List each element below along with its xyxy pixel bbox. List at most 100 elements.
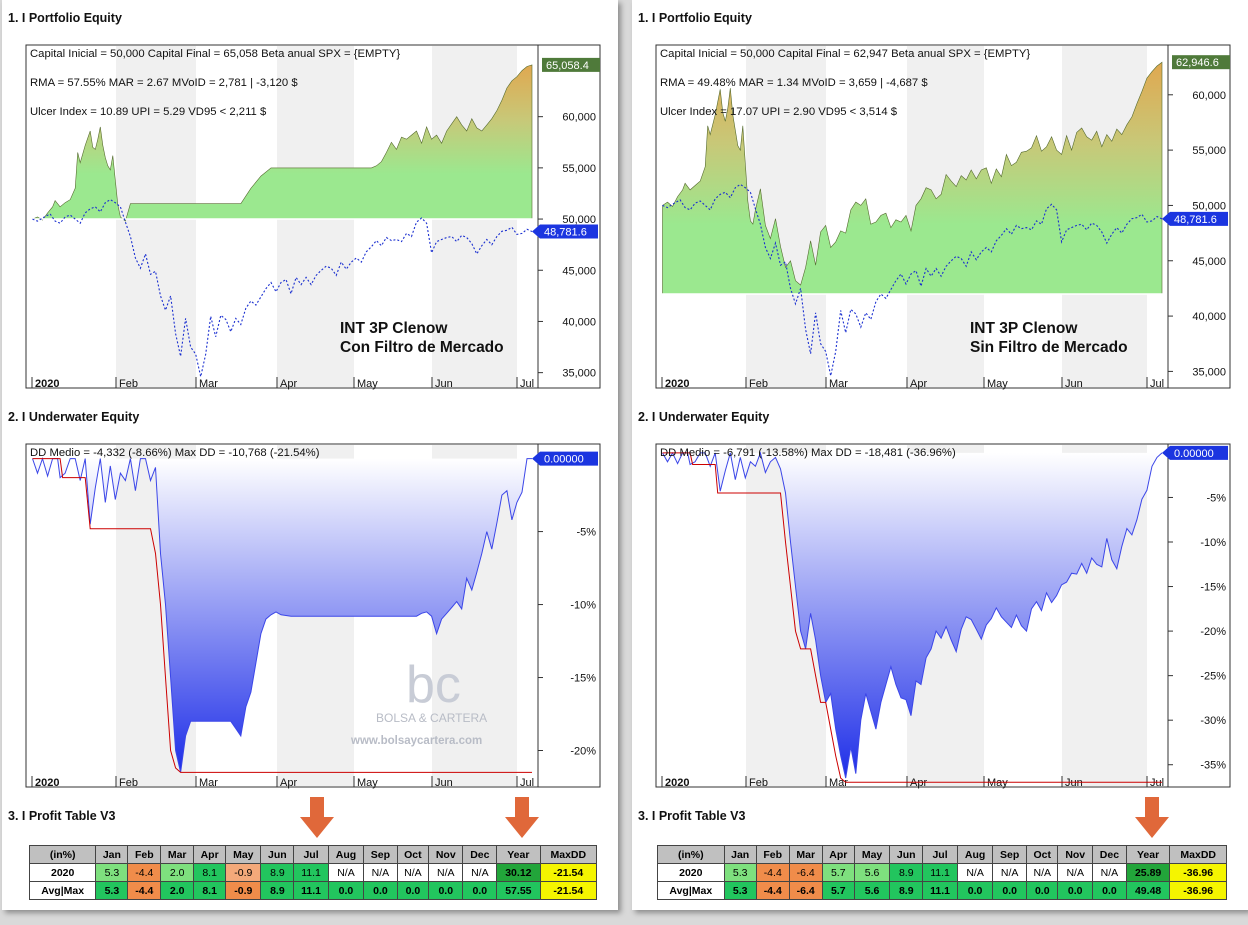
y-tick-label: -20% xyxy=(1200,626,1226,638)
x-tick-label: Jun xyxy=(435,378,453,390)
y-tick-label: -35% xyxy=(1200,760,1226,772)
column-header: Feb xyxy=(127,845,162,864)
row-label: Avg|Max xyxy=(28,881,97,900)
column-header: May xyxy=(853,845,891,864)
x-tick-label: Jul xyxy=(520,777,534,789)
underwater-chart: 2020 Feb Mar Apr May Jun Jul -5% -10% -15% -20% -25… xyxy=(655,443,1231,789)
underwater-section-title: 2. I Underwater Equity xyxy=(638,410,770,424)
table-row: Avg|Max 5.3 -4.4 2.0 8.1 -0.9 8.9 11.1 0.0 0.0 0.0… xyxy=(28,881,598,900)
table-cell: N/A xyxy=(327,863,365,882)
profit-table-title: 3. I Profit Table V3 xyxy=(8,809,116,823)
column-header: Jan xyxy=(95,845,129,864)
column-header: Year xyxy=(1125,845,1171,864)
table-cell: 5.7 xyxy=(821,881,855,900)
jul-arrow-icon xyxy=(300,797,334,838)
column-header: MaxDD xyxy=(539,845,598,864)
watermark-logo: bc xyxy=(406,656,461,714)
y-tick-label: -10% xyxy=(570,600,596,612)
x-tick-label: Jun xyxy=(435,777,453,789)
table-cell: 8.9 xyxy=(260,863,295,882)
report-panel-right: 1. I Portfolio Equity 2020 Feb Mar Apr May Ju… xyxy=(632,0,1248,910)
stat-line: Ulcer Index = 17.07 UPI = 2.90 VD95 < 3,… xyxy=(660,106,898,118)
x-tick-label: Jun xyxy=(1065,378,1083,390)
benchmark-line xyxy=(32,198,533,377)
profit-table-title: 3. I Profit Table V3 xyxy=(638,809,746,823)
table-cell: 11.1 xyxy=(293,881,329,900)
table-cell: -0.9 xyxy=(225,881,262,900)
y-tick-label: -5% xyxy=(576,527,596,539)
table-cell: 0.0 xyxy=(428,881,464,900)
table-cell: -4.4 xyxy=(127,881,162,900)
equity-section-title: 1. I Portfolio Equity xyxy=(8,11,122,25)
table-cell: -6.4 xyxy=(788,863,823,882)
y-tick-label: -30% xyxy=(1200,715,1226,727)
stat-line: Capital Inicial = 50,000 Capital Final =… xyxy=(660,48,1030,60)
drawdown-line xyxy=(32,456,532,773)
table-cell: 0.0 xyxy=(327,881,365,900)
table-cell: -36.96 xyxy=(1169,863,1227,882)
x-tick-label: Apr xyxy=(280,378,297,390)
table-cell: N/A xyxy=(956,863,994,882)
column-header: Jul xyxy=(922,845,958,864)
table-cell: 8.1 xyxy=(193,881,227,900)
table-cell: 0.0 xyxy=(363,881,398,900)
benchmark-label-text: 48,781.6 xyxy=(544,227,587,239)
profit-table: (in%) Jan Feb Mar Apr May Jun Jul Aug Sep Oct Nov De… xyxy=(657,845,1227,900)
y-tick-label: 40,000 xyxy=(562,316,596,328)
column-header: Aug xyxy=(956,845,994,864)
x-tick-label: Apr xyxy=(910,777,927,789)
row-label: 2020 xyxy=(657,863,725,882)
column-header: Sep xyxy=(363,845,398,864)
watermark-url: www.bolsaycartera.com xyxy=(350,735,482,747)
table-cell: 0.0 xyxy=(956,881,994,900)
y-tick-label: 55,000 xyxy=(1192,145,1226,157)
y-tick-label: -15% xyxy=(570,673,596,685)
y-axis-box xyxy=(1167,443,1231,788)
final-equity-label xyxy=(1172,55,1230,70)
table-row: 2020 5.3 -4.4 2.0 8.1 -0.9 8.9 11.1 N/A N/A N/A N/A… xyxy=(28,863,598,882)
drawdown-area xyxy=(32,458,532,773)
table-cell: 0.0 xyxy=(1057,881,1094,900)
column-header: Oct xyxy=(396,845,430,864)
table-cell: 0.0 xyxy=(396,881,430,900)
table-cell: 8.9 xyxy=(260,881,295,900)
table-cell: N/A xyxy=(428,863,464,882)
y-tick-label: -15% xyxy=(1200,582,1226,594)
table-cell: -4.4 xyxy=(755,881,790,900)
table-cell: 5.3 xyxy=(723,863,757,882)
strategy-annotation-sub: Con Filtro de Mercado xyxy=(340,339,504,356)
column-header: Aug xyxy=(327,845,365,864)
max-dd-line xyxy=(662,452,1162,783)
y-axis-box xyxy=(537,443,601,788)
y-tick-label: 60,000 xyxy=(1192,90,1226,102)
y-tick-label: -5% xyxy=(1206,492,1226,504)
y-tick-label: 60,000 xyxy=(562,112,596,124)
x-tick-label: Mar xyxy=(829,378,848,390)
x-tick-label: Feb xyxy=(119,378,138,390)
table-cell: -6.4 xyxy=(788,881,823,900)
column-header: Dec xyxy=(462,845,498,864)
equity-chart: 2020 Feb Mar Apr May Jun Jul 35,000 40,000 45,000… xyxy=(655,44,1231,390)
y-tick-label: -25% xyxy=(1200,671,1226,683)
table-cell: 2.0 xyxy=(160,881,195,900)
table-cell: 5.6 xyxy=(853,863,891,882)
table-cell: 0.0 xyxy=(1092,881,1127,900)
column-header: MaxDD xyxy=(1169,845,1227,864)
stat-line: Capital Inicial = 50,000 Capital Final =… xyxy=(30,48,400,60)
x-tick-label: Jun xyxy=(1065,777,1083,789)
underwater-chart: 2020 Feb Mar Apr May Jun Jul -5% -10% -15% -20% bcB… xyxy=(25,443,601,789)
y-tick-label: 50,000 xyxy=(1192,200,1226,212)
table-cell: 5.7 xyxy=(821,863,855,882)
strategy-annotation: INT 3P Clenow xyxy=(340,320,448,337)
y-tick-label: 45,000 xyxy=(562,265,596,277)
x-tick-label: Apr xyxy=(910,378,927,390)
final-equity-label xyxy=(542,57,600,72)
drawdown-line xyxy=(662,451,1163,779)
y-axis-box xyxy=(537,44,601,389)
table-cell: 5.3 xyxy=(723,881,757,900)
x-tick-label: Jul xyxy=(1150,777,1164,789)
final-equity-label-text: 62,946.6 xyxy=(1176,57,1219,69)
underwater-stats: DD Medio = -4,332 (-8.66%) Max DD = -10,… xyxy=(30,447,320,459)
x-tick-label: 2020 xyxy=(665,777,689,789)
table-cell: -36.96 xyxy=(1169,881,1227,900)
